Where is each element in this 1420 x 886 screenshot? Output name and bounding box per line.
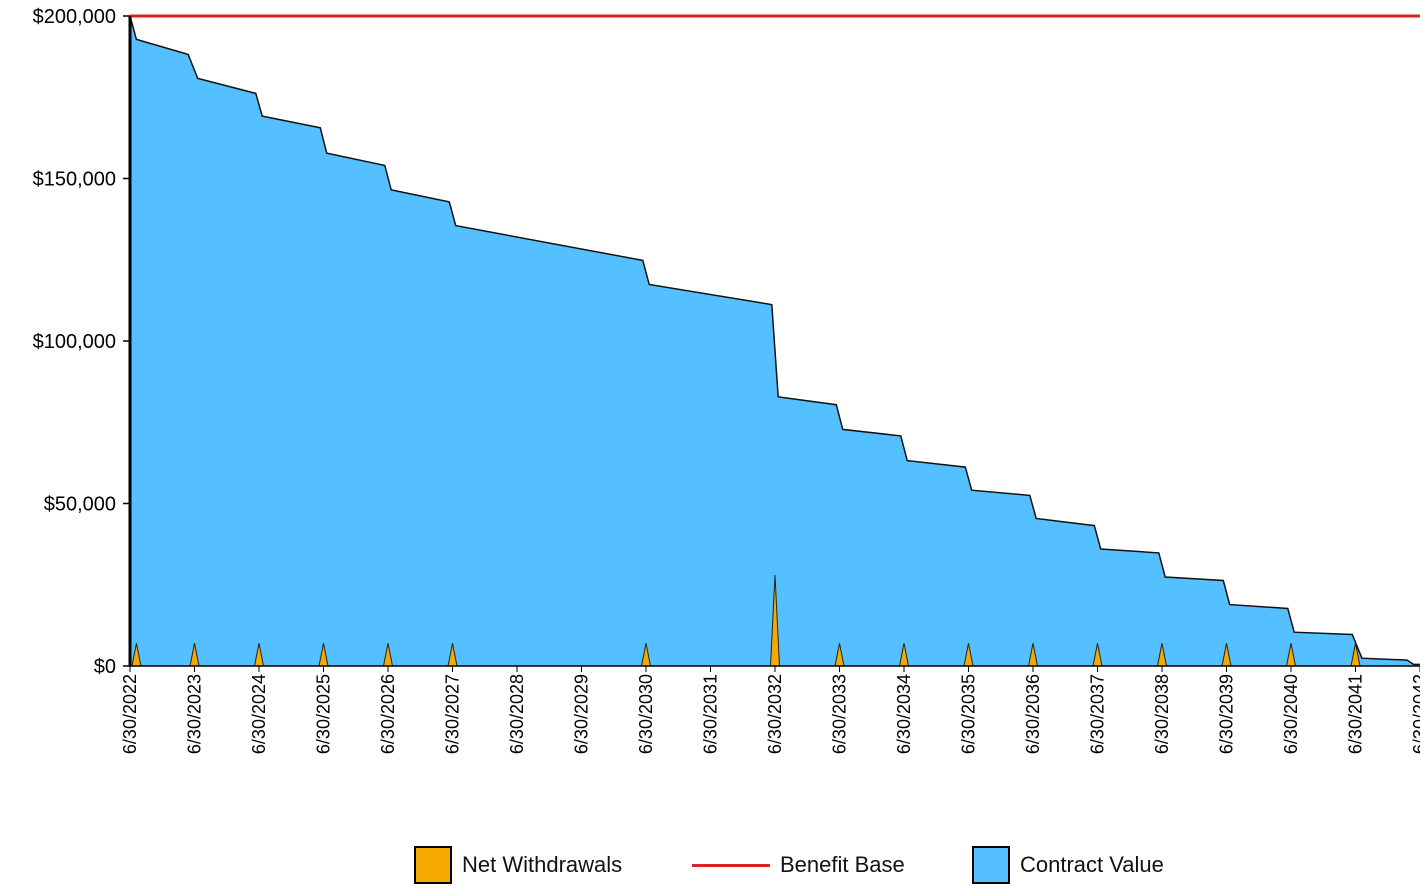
x-tick-label: 6/30/2041 [1346, 674, 1366, 754]
x-tick-label: 6/30/2029 [572, 674, 592, 754]
legend-item-net-withdrawals: Net Withdrawals [414, 844, 622, 886]
x-tick-label: 6/30/2035 [959, 674, 979, 754]
legend-label-contract-value: Contract Value [1020, 852, 1164, 877]
x-tick-label: 6/30/2023 [185, 674, 205, 754]
legend: Net Withdrawals Benefit Base Contract Va… [0, 838, 1420, 886]
x-tick-label: 6/30/2042 [1410, 674, 1420, 754]
x-tick-label: 6/30/2028 [507, 674, 527, 754]
x-tick-label: 6/30/2030 [636, 674, 656, 754]
x-tick-label: 6/30/2039 [1217, 674, 1237, 754]
legend-swatch-net-withdrawals [414, 846, 452, 884]
x-tick-label: 6/30/2024 [249, 674, 269, 754]
y-tick-label: $150,000 [33, 169, 116, 191]
x-tick-label: 6/30/2026 [378, 674, 398, 754]
x-tick-label: 6/30/2038 [1152, 674, 1172, 754]
x-tick-label: 6/30/2031 [701, 674, 721, 754]
contract-value-layer [129, 15, 1420, 666]
y-tick-label: $100,000 [33, 331, 116, 353]
x-tick-label: 6/30/2032 [765, 674, 785, 754]
contract-value-area [130, 16, 1420, 666]
y-tick-label: $200,000 [33, 6, 116, 28]
x-tick-label: 6/30/2025 [314, 674, 334, 754]
y-tick-label: $50,000 [44, 494, 116, 516]
x-tick-label: 6/30/2033 [830, 674, 850, 754]
legend-swatch-contract-value [972, 846, 1010, 884]
legend-item-benefit-base: Benefit Base [692, 844, 905, 886]
legend-label-net-withdrawals: Net Withdrawals [462, 852, 623, 877]
x-tick-label: 6/30/2037 [1088, 674, 1108, 754]
x-tick-label: 6/30/2036 [1023, 674, 1043, 754]
x-axis-ticks: 6/30/2022 6/30/2023 6/30/2024 6/30/2025 6/30… [120, 666, 1420, 754]
x-tick-label: 6/30/2022 [120, 674, 140, 754]
x-tick-label: 6/30/2027 [443, 674, 463, 754]
legend-item-contract-value: Contract Value [972, 844, 1164, 886]
y-tick-label: $0 [94, 656, 116, 678]
x-tick-label: 6/30/2040 [1281, 674, 1301, 754]
chart-canvas: $0 $50,000 $100,000 $150,000 $200,000 6/30/2… [33, 6, 1420, 754]
y-axis-ticks: $0 $50,000 $100,000 $150,000 $200,000 [33, 6, 130, 678]
x-tick-label: 6/30/2034 [894, 674, 914, 754]
contract-value-line [129, 15, 1420, 666]
legend-label-benefit-base: Benefit Base [780, 852, 905, 877]
legend-line-benefit-base [692, 863, 770, 867]
